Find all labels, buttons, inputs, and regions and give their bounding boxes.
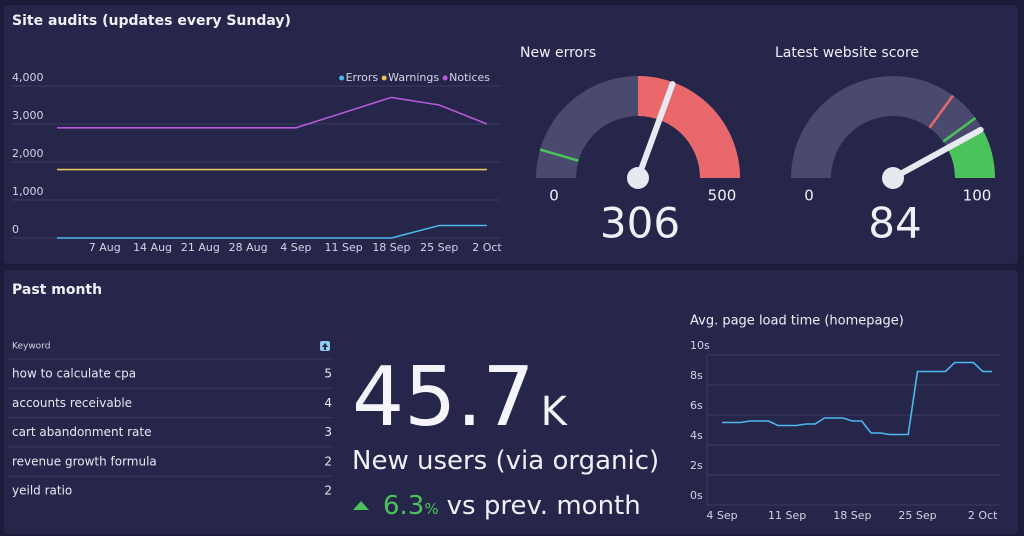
legend-label: Notices — [449, 71, 490, 84]
y-tick-label: 8s — [690, 369, 703, 382]
keyword-count: 2 — [324, 484, 332, 498]
x-tick-label: 21 Aug — [181, 241, 220, 254]
keyword: yeild ratio — [12, 484, 72, 498]
panel-title: Site audits (updates every Sunday) — [12, 13, 291, 29]
panel — [4, 5, 1018, 264]
legend-label: Errors — [346, 71, 379, 84]
legend-dot — [442, 75, 448, 81]
chart-title: Avg. page load time (homepage) — [690, 314, 904, 329]
gauge-max: 100 — [963, 187, 992, 205]
gauge-hub — [882, 167, 904, 189]
gauge-min: 0 — [804, 187, 814, 205]
series-line — [57, 224, 487, 239]
y-tick-label: 0s — [690, 489, 703, 502]
keyword-count: 2 — [324, 454, 332, 468]
gauge-max: 500 — [708, 187, 737, 205]
series-line — [57, 96, 488, 129]
x-tick-label: 28 Aug — [229, 241, 268, 254]
gauge-track — [791, 76, 995, 178]
legend-dot — [339, 75, 345, 81]
sort-icon[interactable] — [320, 341, 330, 351]
y-tick-label: 0 — [12, 223, 19, 236]
kpi-label: New users (via organic) — [352, 446, 659, 476]
y-tick-label: 2,000 — [12, 147, 44, 160]
gauge-needle — [635, 81, 676, 181]
gauge-value: 84 — [868, 199, 921, 248]
y-tick-label: 3,000 — [12, 109, 44, 122]
keyword: cart abandonment rate — [12, 425, 151, 439]
x-tick-label: 7 Aug — [89, 241, 121, 254]
y-tick-label: 4s — [690, 429, 703, 442]
gauge-hub — [627, 167, 649, 189]
x-tick-label: 25 Sep — [420, 241, 458, 254]
x-tick-label: 11 Sep — [768, 509, 806, 522]
x-tick-label: 4 Sep — [280, 241, 311, 254]
gauge-title: Latest website score — [775, 45, 919, 61]
gauge-marker — [942, 117, 977, 143]
keyword: accounts receivable — [12, 396, 132, 410]
x-tick-label: 2 Oct — [472, 241, 502, 254]
kpi-value: 45.7 K — [352, 350, 569, 445]
up-arrow — [353, 501, 369, 510]
keyword: how to calculate cpa — [12, 367, 136, 381]
x-tick-label: 18 Sep — [833, 509, 871, 522]
y-tick-label: 4,000 — [12, 71, 44, 84]
gauge-marker — [928, 94, 954, 129]
keyword-count: 5 — [324, 367, 332, 381]
change-label: vs prev. month — [447, 491, 641, 521]
x-tick-label: 25 Sep — [898, 509, 936, 522]
y-tick-label: 6s — [690, 399, 703, 412]
keyword-count: 4 — [324, 396, 332, 410]
gauge-marker — [539, 148, 579, 162]
y-tick-label: 1,000 — [12, 185, 44, 198]
table-header: Keyword — [12, 342, 50, 352]
keyword-count: 3 — [324, 425, 332, 439]
y-tick-label: 10s — [690, 339, 710, 352]
x-tick-label: 2 Oct — [968, 509, 998, 522]
gauge-title: New errors — [520, 45, 596, 61]
change-value: 6.3 — [383, 491, 424, 521]
x-tick-label: 11 Sep — [325, 241, 363, 254]
legend-label: Warnings — [388, 71, 439, 84]
gauge-needle — [890, 126, 984, 181]
change-unit: % — [424, 500, 438, 518]
gauge-band — [948, 131, 995, 178]
legend-dot — [381, 75, 387, 81]
x-tick-label: 18 Sep — [372, 241, 410, 254]
series-line — [722, 361, 992, 436]
panel-title: Past month — [12, 282, 102, 298]
kpi-suffix: K — [541, 389, 569, 435]
kpi-change: 6.3% vs prev. month — [383, 491, 641, 521]
kpi-number: 45.7 — [352, 350, 535, 445]
keyword: revenue growth formula — [12, 454, 157, 468]
x-tick-label: 4 Sep — [706, 509, 737, 522]
x-tick-label: 14 Aug — [133, 241, 172, 254]
panel — [4, 270, 1018, 534]
gauge-min: 0 — [549, 187, 559, 205]
gauge-value: 306 — [600, 199, 680, 248]
y-tick-label: 2s — [690, 459, 703, 472]
